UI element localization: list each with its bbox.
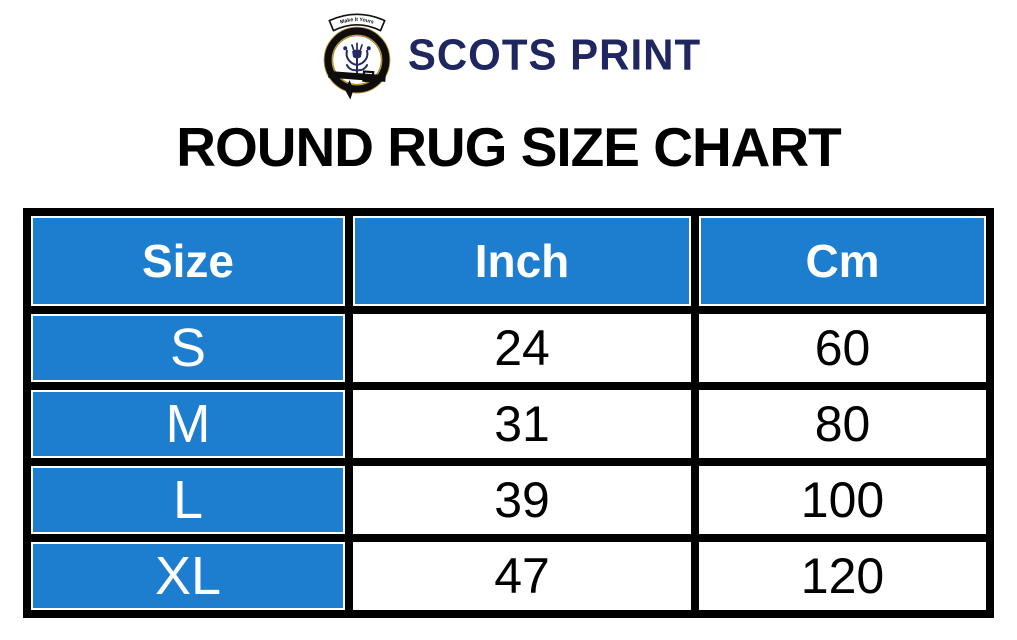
cm-cell: 120 [691, 534, 994, 618]
cm-cell: 100 [691, 458, 994, 542]
size-cell: XL [23, 534, 353, 618]
crest-gold-outer-ring [323, 26, 391, 94]
inch-cell: 47 [345, 534, 699, 618]
column-header-size: Size [23, 208, 353, 314]
cm-cell: 60 [691, 306, 994, 390]
brand-name: SCOTS PRINT [407, 30, 702, 79]
column-header-inch: Inch [345, 208, 699, 314]
column-header-cm: Cm [691, 208, 994, 314]
table-row-l: L 39 100 [23, 458, 994, 542]
crest-banner-ribbon [328, 13, 386, 32]
size-cell: L [23, 458, 353, 542]
inch-cell: 39 [345, 458, 699, 542]
inch-cell: 24 [345, 306, 699, 390]
table-row-m: M 31 80 [23, 382, 994, 466]
page-title: ROUND RUG SIZE CHART [176, 116, 841, 178]
crest-belt [328, 70, 386, 100]
crest-gold-inner-ring [331, 34, 383, 86]
crest-banner-text: Make It Yours [339, 17, 374, 26]
table-row-s: S 24 60 [23, 306, 994, 390]
size-cell: M [23, 382, 353, 466]
size-cell: S [23, 306, 353, 390]
scots-print-crest-logo: Make It Yours [323, 13, 391, 100]
thistle-icon [343, 42, 371, 75]
table-row-xl: XL 47 120 [23, 534, 994, 618]
brand-header: Make It Yours SCOTS PRINT [0, 0, 1017, 102]
size-chart-table: Size Inch Cm S 24 60 M 31 80 L 39 100 [23, 208, 994, 618]
belt-strap [345, 80, 354, 100]
inch-cell: 31 [345, 382, 699, 466]
cm-cell: 80 [691, 382, 994, 466]
belt-buckle [362, 70, 375, 83]
table-header-row: Size Inch Cm [23, 208, 994, 314]
